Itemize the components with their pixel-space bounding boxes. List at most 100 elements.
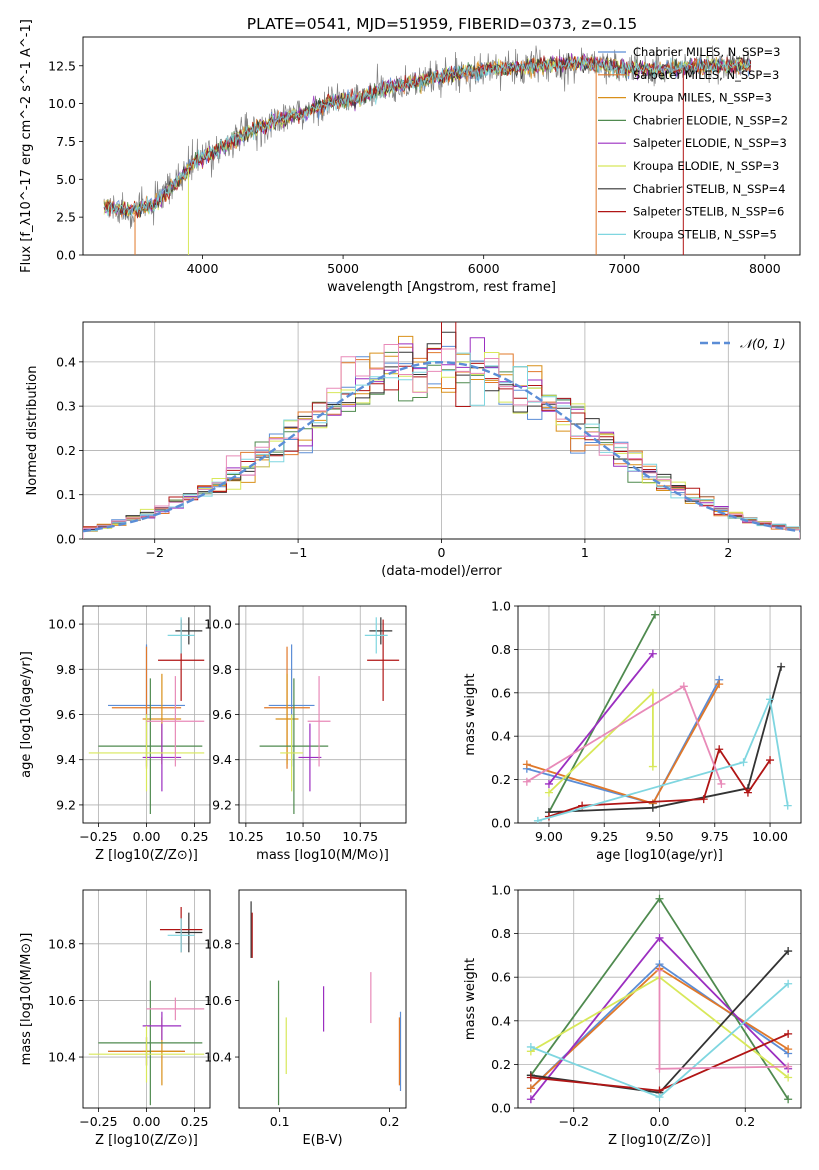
x-tick-label: 0.25 — [181, 829, 209, 844]
x-axis-label: Z [log10(Z/Z⊙)] — [95, 1133, 198, 1148]
errorbar-point — [142, 1011, 182, 1041]
spectrum-lines — [103, 45, 752, 255]
errorbar-point — [167, 918, 195, 953]
y-tick-label: 0.2 — [56, 443, 76, 458]
y-tick-label: 0.4 — [56, 354, 76, 369]
legend-label: 𝒩(0, 1) — [740, 336, 786, 351]
x-tick-label: 10.75 — [342, 829, 378, 844]
y-axis-label: mass weight — [463, 958, 478, 1040]
residuals-legend: 𝒩(0, 1) — [700, 336, 786, 351]
errorbar-point — [275, 673, 299, 765]
legend-label: Kroupa MILES, N_SSP=3 — [633, 91, 772, 105]
weight-line — [548, 747, 771, 818]
weight-series — [544, 610, 660, 817]
weight-line — [526, 679, 720, 805]
weight-marker — [715, 680, 724, 689]
x-tick-label: −2 — [145, 545, 163, 560]
y-tick-label: 9.8 — [212, 662, 232, 677]
normal-curve — [83, 361, 800, 533]
weight-marker — [648, 688, 657, 697]
y-tick-label: 10.0 — [48, 96, 76, 111]
model-spectrum-line — [103, 56, 751, 217]
y-tick-label: 5.0 — [56, 172, 76, 187]
errorbar-point — [175, 912, 203, 953]
weight-line — [526, 684, 723, 785]
mass_vs_ebv-frame — [238, 889, 407, 1109]
y-tick-label: 10.8 — [48, 936, 76, 951]
errorbar-point — [167, 617, 195, 654]
y-tick-label: 1.0 — [491, 599, 511, 614]
y-tick-label: 9.8 — [56, 662, 76, 677]
age_vs_mass-frame — [238, 605, 407, 824]
y-tick-label: 0.0 — [56, 248, 76, 263]
age_vs_mass-axes: 10.25 10.50 10.75 9.2 9.4 9.6 9.8 10.0 mass [log… — [204, 605, 407, 863]
weight-marker — [526, 1095, 535, 1104]
y-tick-label: 9.4 — [212, 752, 232, 767]
x-tick-label: −0.25 — [79, 1114, 117, 1129]
errorbar-point — [280, 714, 304, 792]
errorbar-point — [88, 1025, 205, 1083]
y-tick-label: 9.6 — [56, 707, 76, 722]
weight-marker — [717, 779, 726, 788]
x-axis-label: mass [log10(M/M⊙)] — [256, 848, 389, 863]
weight-line — [548, 614, 656, 813]
errorbar-point — [88, 714, 205, 792]
y-tick-label: 9.2 — [56, 797, 76, 812]
y-tick-label: 0.0 — [491, 816, 511, 831]
residual-histogram — [83, 344, 800, 539]
legend-label: Salpeter MILES, N_SSP=3 — [633, 68, 779, 82]
weight-marker — [777, 662, 786, 671]
age_vs_Z-errorbars — [88, 617, 205, 814]
y-tick-label: 0.4 — [491, 729, 511, 744]
weight-marker — [544, 788, 553, 797]
x-tick-label: 8000 — [749, 261, 781, 276]
y-tick-label: 0.2 — [491, 1057, 511, 1072]
weight-marker — [715, 745, 724, 754]
spectrum-legend: Chabrier MILES, N_SSP=3 Salpeter MILES, N… — [598, 45, 788, 241]
massweight_vs_age-frame — [517, 605, 802, 824]
y-tick-label: 7.5 — [56, 134, 76, 149]
weight-series — [544, 688, 657, 797]
residuals-axes: −2 −1 0 1 2 0.0 0.1 0.2 0.3 0.4 (data-model)/error… — [25, 321, 801, 579]
x-axis-label: Z [log10(Z/Z⊙)] — [608, 1133, 711, 1148]
massweight_vs_Z-lines — [526, 894, 793, 1104]
x-axis-label: (data-model)/error — [381, 564, 502, 579]
y-tick-label: 0.6 — [491, 685, 511, 700]
weight-marker — [699, 795, 708, 804]
x-tick-label: −1 — [289, 545, 307, 560]
errorbar-point — [259, 678, 329, 814]
x-tick-label: −0.2 — [559, 1114, 589, 1129]
y-tick-label: 0.0 — [491, 1101, 511, 1116]
y-axis-label: Flux [f_λ10^-17 erg cm^-2 s^-1 A^-1] — [19, 19, 34, 273]
weight-marker — [655, 894, 664, 903]
weight-series — [533, 695, 792, 823]
massweight_vs_Z-frame — [517, 889, 802, 1109]
legend-label: Kroupa STELIB, N_SSP=5 — [633, 227, 777, 241]
y-axis-label: Normed distribution — [25, 366, 40, 496]
errorbar-point — [298, 723, 322, 792]
weight-marker — [784, 1095, 793, 1104]
errorbar-point — [175, 617, 203, 645]
y-tick-label: 10.0 — [48, 617, 76, 632]
mass_vs_ebv-axes: 0.1 0.2 10.4 10.6 10.8 E(B-V) — [204, 889, 407, 1148]
x-tick-label: 0.1 — [270, 1114, 290, 1129]
mass_vs_ebv-errorbars — [250, 901, 402, 1106]
weight-marker — [526, 1073, 535, 1082]
weight-marker — [784, 1045, 793, 1054]
y-tick-label: 10.6 — [48, 993, 76, 1008]
x-axis-label: age [log10(age/yr)] — [596, 848, 723, 863]
x-tick-label: 2 — [724, 545, 732, 560]
errorbar-point — [142, 723, 182, 792]
weight-line — [537, 696, 789, 822]
x-tick-label: 0 — [438, 545, 446, 560]
errorbar-point — [146, 997, 205, 1021]
x-tick-label: 4000 — [187, 261, 219, 276]
residual-histogram — [83, 322, 800, 539]
errorbar-point — [307, 676, 331, 767]
y-tick-label: 1.0 — [491, 883, 511, 898]
x-tick-label: 1 — [581, 545, 589, 560]
massweight_vs_age-lines — [522, 610, 792, 823]
age_vs_Z-frame — [82, 605, 211, 824]
x-tick-label: 10.00 — [752, 829, 788, 844]
y-tick-label: 10.4 — [204, 1050, 232, 1065]
